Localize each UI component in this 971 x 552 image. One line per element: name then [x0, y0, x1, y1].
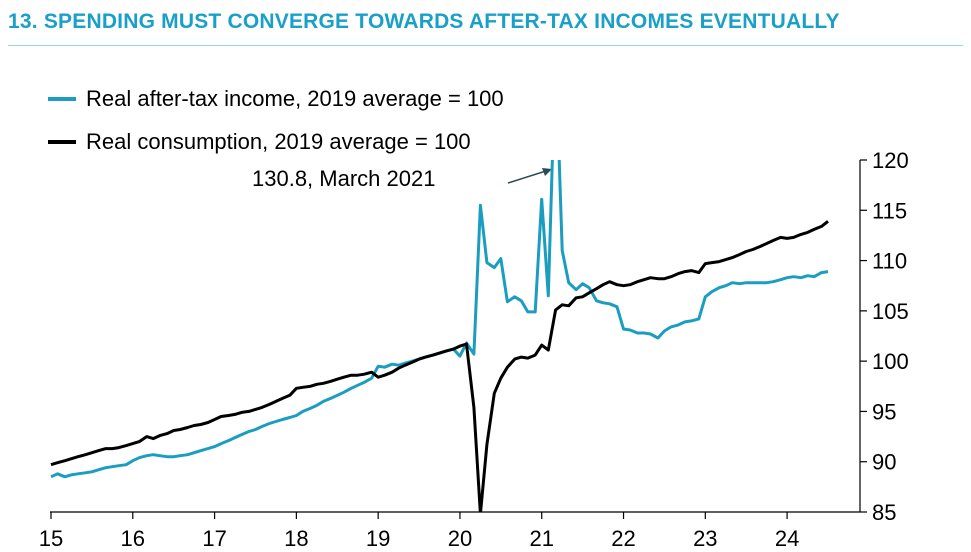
x-axis-ticks: 15 16 17 18 19 20 21 22 23 24 [39, 512, 799, 551]
title-divider [8, 45, 963, 46]
x-tick-label: 24 [775, 526, 799, 551]
y-tick-label: 90 [872, 450, 896, 475]
peak-annotation-label: 130.8, March 2021 [252, 166, 435, 191]
legend-label-consumption: Real consumption, 2019 average = 100 [86, 129, 471, 154]
peak-annotation: 130.8, March 2021 [252, 166, 552, 191]
legend-label-income: Real after-tax income, 2019 average = 10… [86, 86, 504, 111]
x-tick-label: 19 [366, 526, 390, 551]
y-tick-label: 115 [872, 198, 907, 223]
y-tick-label: 110 [872, 249, 907, 274]
y-tick-label: 95 [872, 399, 896, 424]
x-tick-label: 23 [693, 526, 717, 551]
x-tick-label: 17 [202, 526, 226, 551]
x-tick-label: 21 [529, 526, 553, 551]
y-tick-label: 100 [872, 349, 909, 374]
x-tick-label: 22 [611, 526, 635, 551]
legend: Real after-tax income, 2019 average = 10… [48, 86, 504, 154]
x-tick-label: 15 [39, 526, 63, 551]
y-tick-label: 85 [872, 500, 896, 525]
peak-annotation-arrowhead [542, 168, 552, 176]
y-axis-ticks: 85 90 95 100 105 110 115 120 [860, 148, 909, 525]
y-tick-label: 120 [872, 148, 909, 173]
peak-annotation-arrow [507, 169, 550, 184]
x-tick-label: 18 [284, 526, 308, 551]
x-tick-label: 20 [448, 526, 472, 551]
y-tick-label: 105 [872, 299, 909, 324]
series-line-consumption [50, 220, 829, 512]
chart-title: 13. SPENDING MUST CONVERGE TOWARDS AFTER… [8, 10, 840, 33]
x-tick-label: 16 [121, 526, 145, 551]
